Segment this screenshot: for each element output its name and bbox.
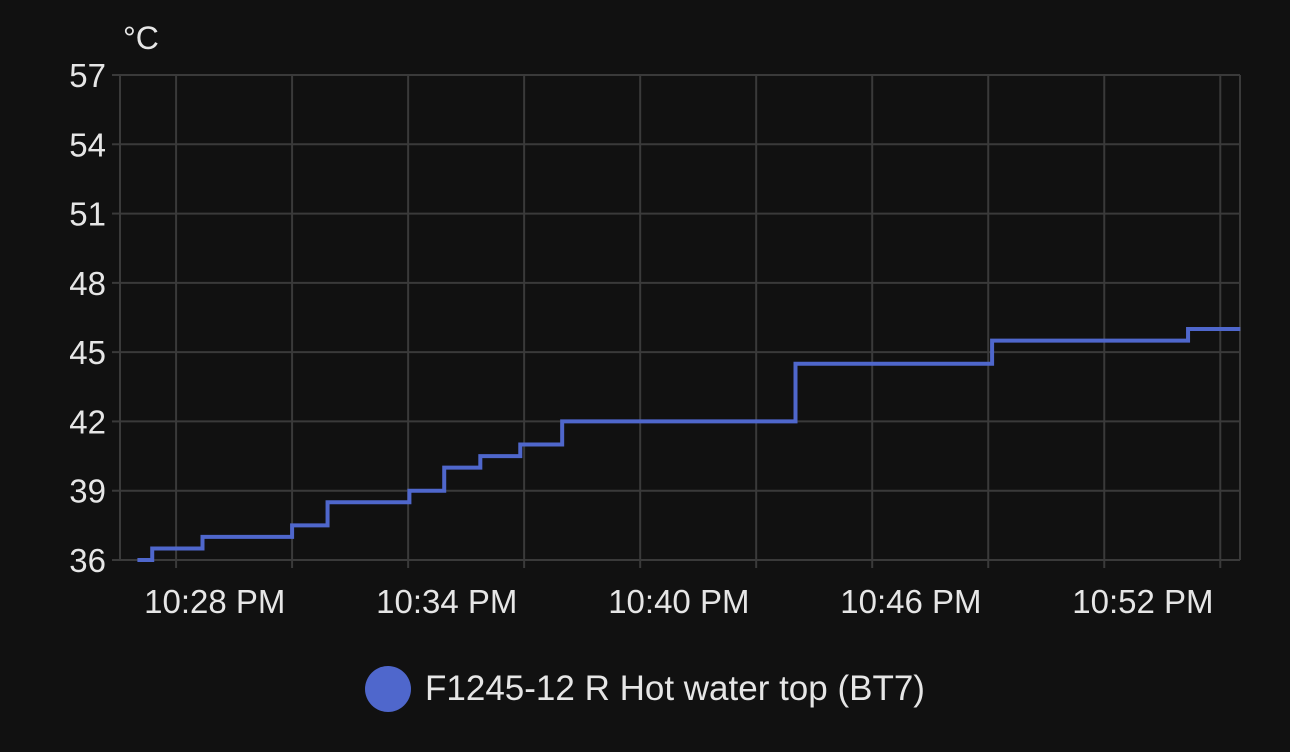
y-tick-label: 36	[69, 542, 106, 579]
y-axis-unit-label: °C	[123, 20, 159, 56]
y-tick-label: 48	[69, 265, 106, 302]
y-tick-label: 57	[69, 57, 106, 94]
x-tick-label: 10:52 PM	[1072, 583, 1213, 620]
axes: 36 39 42 45 48 51 54 57 10:28 PM 10:34 PM 10:40 PM…	[69, 57, 1213, 620]
x-tick-label: 10:40 PM	[608, 583, 749, 620]
legend: F1245-12 R Hot water top (BT7)	[0, 666, 1290, 712]
legend-label: F1245-12 R Hot water top (BT7)	[425, 669, 925, 708]
y-tick-label: 45	[69, 334, 106, 371]
x-tick-label: 10:46 PM	[840, 583, 981, 620]
y-tick-label: 39	[69, 473, 106, 510]
y-tick-label: 54	[69, 126, 106, 163]
legend-swatch-icon	[365, 666, 412, 712]
x-tick-label: 10:28 PM	[144, 583, 285, 620]
series-line	[137, 327, 1241, 562]
grid	[112, 74, 1241, 568]
x-tick-label: 10:34 PM	[376, 583, 517, 620]
y-tick-label: 42	[69, 403, 106, 440]
legend-item[interactable]: F1245-12 R Hot water top (BT7)	[365, 666, 925, 712]
series-layer	[137, 327, 1241, 562]
y-tick-label: 51	[69, 196, 106, 233]
